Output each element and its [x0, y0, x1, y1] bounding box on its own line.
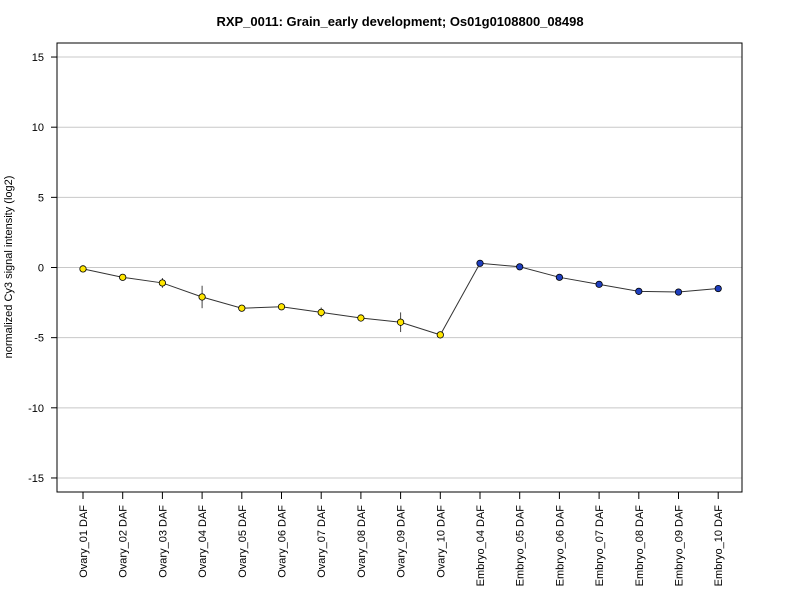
data-point: [635, 287, 643, 295]
data-point: [436, 331, 444, 339]
x-tick-label: Embryo_06 DAF: [554, 505, 566, 587]
x-tick-label: Ovary_03 DAF: [157, 505, 169, 578]
x-tick-label: Embryo_07 DAF: [594, 505, 606, 587]
y-tick-label: -5: [34, 333, 44, 345]
y-tick-label: 5: [38, 192, 44, 204]
data-point: [158, 279, 166, 287]
y-tick-label: 0: [38, 263, 44, 275]
data-point: [516, 263, 524, 271]
x-tick-label: Embryo_08 DAF: [634, 505, 646, 587]
data-points: [79, 259, 722, 339]
data-point: [714, 284, 722, 293]
y-axis-label: normalized Cy3 signal intensity (log2): [3, 176, 15, 359]
data-point: [317, 308, 325, 316]
x-tick-label: Ovary_10 DAF: [435, 505, 447, 578]
x-tick-label: Embryo_04 DAF: [475, 505, 487, 587]
data-point: [277, 303, 286, 311]
x-tick-label: Embryo_10 DAF: [713, 505, 725, 587]
y-tick-label: -10: [28, 403, 44, 415]
x-tick-label: Ovary_08 DAF: [356, 505, 368, 578]
x-tick-label: Embryo_05 DAF: [515, 505, 527, 587]
data-point: [238, 304, 246, 312]
x-tick-label: Ovary_07 DAF: [316, 505, 328, 578]
x-tick-label: Ovary_09 DAF: [396, 505, 408, 578]
x-tick-label: Ovary_02 DAF: [118, 505, 130, 578]
x-tick-label: Ovary_06 DAF: [277, 505, 289, 578]
data-point: [555, 273, 564, 281]
data-point: [595, 280, 603, 288]
data-point: [674, 288, 683, 296]
x-tick-label: Ovary_01 DAF: [78, 505, 90, 578]
x-tick-label: Ovary_04 DAF: [197, 505, 209, 578]
y-tick-label: -15: [28, 473, 44, 485]
x-tick-label: Embryo_09 DAF: [674, 505, 686, 587]
data-point: [79, 265, 87, 273]
data-point: [198, 293, 206, 301]
x-axis: Ovary_01 DAF Ovary_02 DAF Ovary_03 DAF Ovar…: [78, 492, 725, 586]
error-bars: [82, 260, 719, 338]
y-axis: 15 10 5 0 -5 -10 -15: [28, 52, 57, 485]
data-point: [396, 318, 405, 326]
chart-title: RXP_0011: Grain_early development; Os01g…: [216, 14, 583, 29]
data-point: [476, 259, 484, 267]
gridlines: [57, 56, 742, 479]
data-point: [357, 314, 365, 322]
x-tick-label: Ovary_05 DAF: [237, 505, 249, 578]
y-tick-label: 15: [32, 52, 44, 64]
y-tick-label: 10: [32, 122, 44, 134]
data-point: [119, 273, 127, 281]
